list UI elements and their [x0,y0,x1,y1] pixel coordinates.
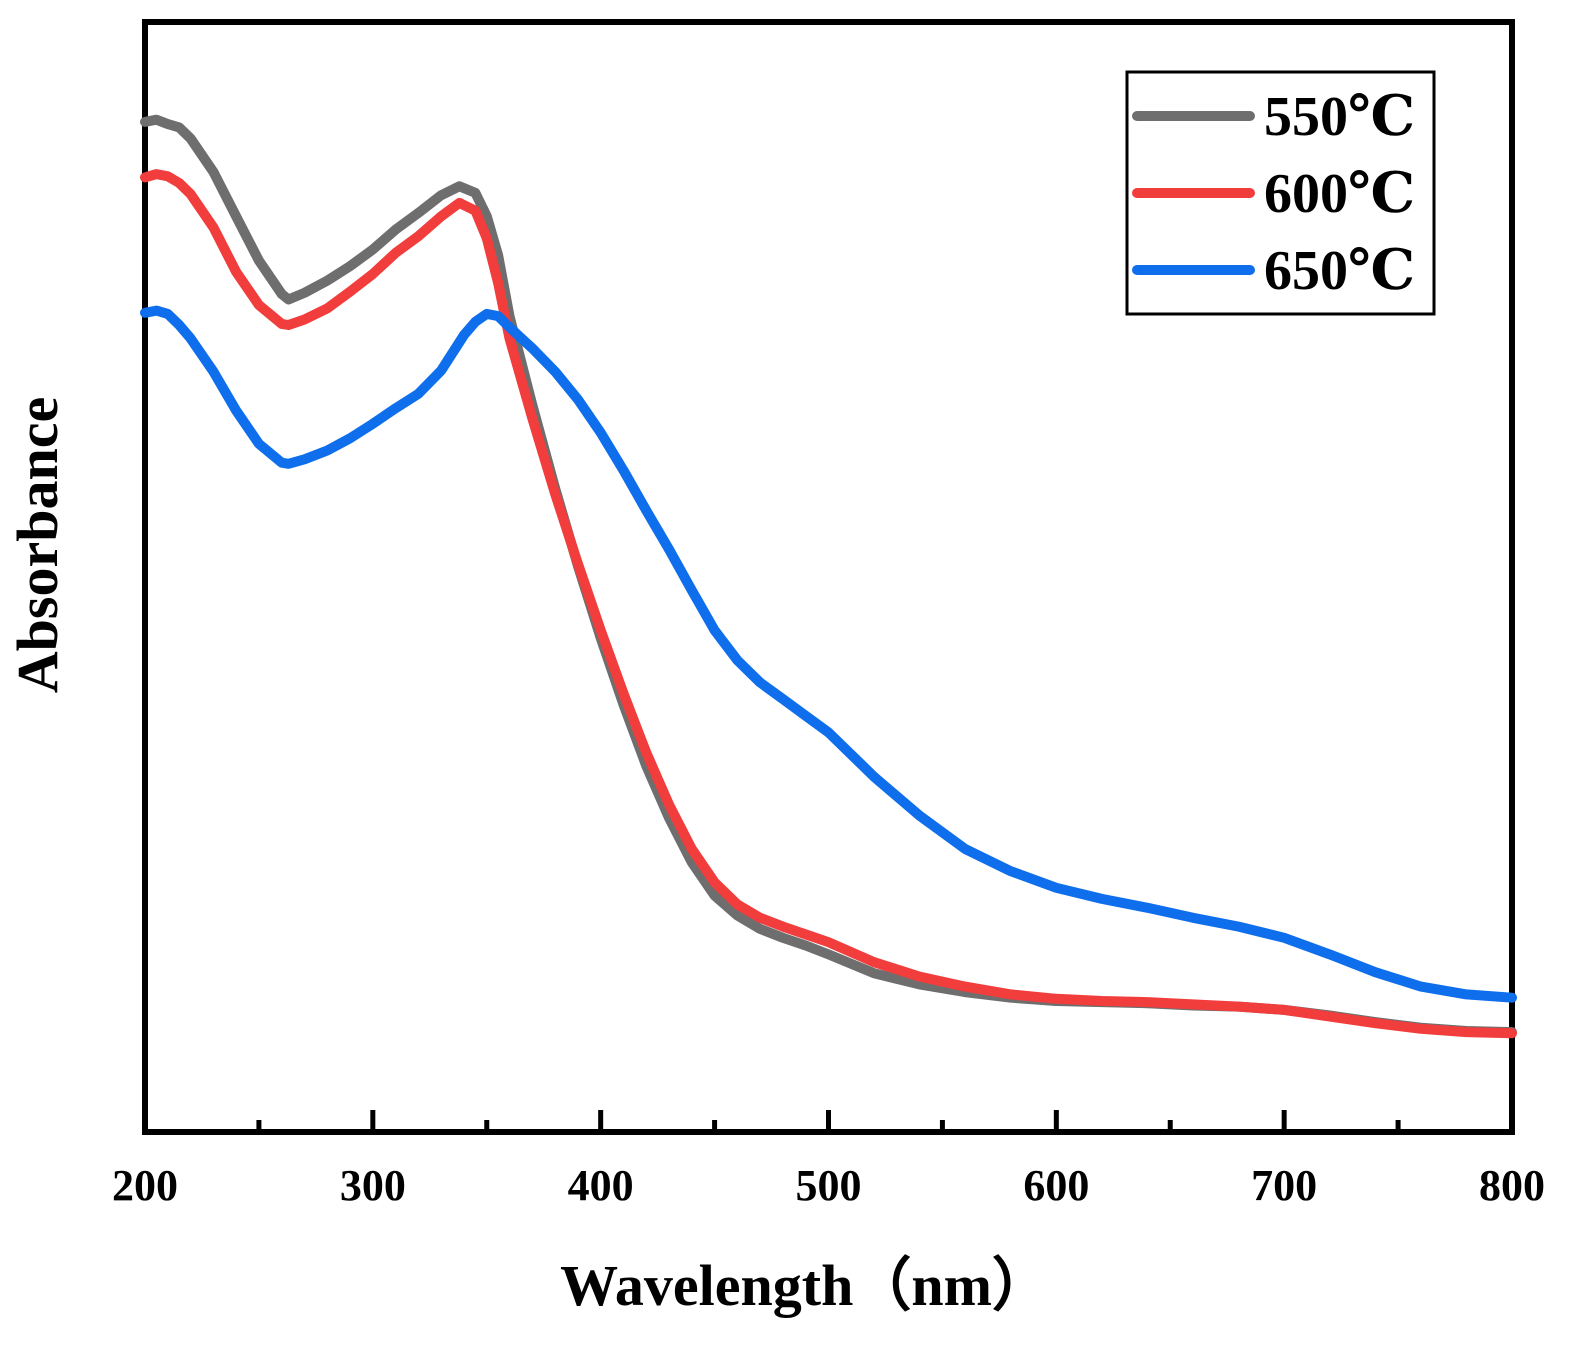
x-tick-label: 800 [1479,1161,1545,1210]
x-axis-ticks [142,1110,1515,1132]
legend-entries: 550℃ 600℃ 650℃ [1132,86,1415,302]
y-axis-title: Absorbance [5,397,70,693]
legend: 550℃ 600℃ 650℃ [1125,70,1436,316]
x-tick-label: 700 [1251,1161,1317,1210]
x-tick-label: 300 [340,1161,406,1210]
legend-label-2: 600℃ [1264,163,1415,225]
legend-label-1: 550℃ [1264,86,1415,148]
x-axis-tick-labels: 200 300 400 500 600 700 800 [112,1161,1545,1210]
series-layer [140,114,1517,1039]
legend-label-3: 650℃ [1264,240,1415,302]
x-tick-label: 400 [568,1161,634,1210]
series-line-2 [140,169,1517,1039]
x-tick-label: 600 [1023,1161,1089,1210]
x-tick-label: 200 [112,1161,178,1210]
x-tick-label: 500 [796,1161,862,1210]
x-axis-title: Wavelength（nm） [560,1253,1050,1318]
series-line-3 [140,305,1517,1003]
